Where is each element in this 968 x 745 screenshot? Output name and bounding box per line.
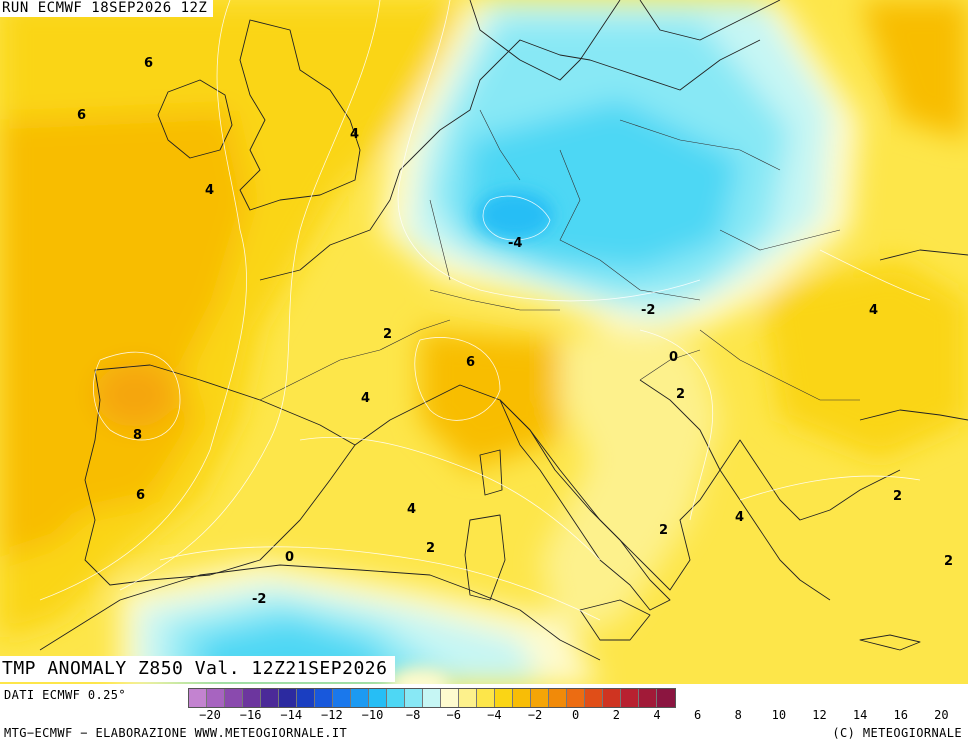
credit-right-label: (C) METEOGIORNALE: [832, 726, 962, 740]
legend-swatch: [639, 689, 657, 707]
legend-tick-label: −4: [487, 708, 502, 722]
legend-swatch: [621, 689, 639, 707]
legend-swatch: [477, 689, 495, 707]
contour-label: -2: [252, 592, 266, 607]
contour-label: 0: [285, 550, 294, 565]
coastlines: [39, 0, 968, 661]
contour-label: 8: [133, 428, 142, 443]
legend-swatch: [585, 689, 603, 707]
legend-tick-label: 12: [812, 708, 827, 722]
contour-label: 2: [659, 523, 668, 538]
legend-swatch: [261, 689, 279, 707]
contour-label: 4: [350, 127, 359, 142]
legend-tick-label: 0: [572, 708, 580, 722]
field-title: TMP ANOMALY Z850 Val. 12Z21SEP2026: [0, 656, 396, 682]
legend-swatch: [225, 689, 243, 707]
contour-label: 2: [426, 541, 435, 556]
legend-swatch: [495, 689, 513, 707]
legend-swatch: [531, 689, 549, 707]
legend-swatch: [243, 689, 261, 707]
isotherms: [39, 0, 931, 621]
contour-label: 2: [383, 327, 392, 342]
legend-tick-label: 16: [893, 708, 908, 722]
contour-label: 0: [669, 350, 678, 365]
legend-tick-label: 2: [612, 708, 620, 722]
legend-tick-label: 10: [771, 708, 787, 722]
legend-swatch: [549, 689, 567, 707]
legend-tick-label: 14: [852, 708, 868, 722]
data-source-label: DATI ECMWF 0.25°: [4, 688, 126, 702]
legend-swatch: [351, 689, 369, 707]
legend-tick-label: −8: [405, 708, 421, 722]
legend-swatch: [567, 689, 585, 707]
contour-label: 6: [136, 488, 145, 503]
legend-swatch: [513, 689, 531, 707]
contour-label: 4: [869, 303, 878, 318]
legend-tick-label: −16: [239, 708, 262, 722]
contour-label: 2: [893, 489, 902, 504]
legend-swatch: [207, 689, 225, 707]
color-legend: [188, 688, 676, 708]
contour-label: 4: [205, 183, 214, 198]
contour-labels: 6 6 4 4 -4 -2 2 4 6 0 2 4 8 6 4 2 2 0 -2…: [77, 56, 953, 607]
legend-swatch: [315, 689, 333, 707]
legend-tick-label: −10: [361, 708, 384, 722]
legend-tick-label: −20: [199, 708, 221, 722]
legend-tick-label: −14: [280, 708, 303, 722]
legend-swatch: [189, 689, 207, 707]
contour-label: 6: [77, 108, 86, 123]
temperature-anomaly-map: 6 6 4 4 -4 -2 2 4 6 0 2 4 8 6 4 2 2 0 -2…: [0, 0, 968, 684]
legend-tick-label: 8: [734, 708, 742, 722]
legend-swatch: [657, 689, 675, 707]
anomaly-field: [0, 0, 968, 684]
contour-label: 4: [407, 502, 416, 517]
map-canvas: 6 6 4 4 -4 -2 2 4 6 0 2 4 8 6 4 2 2 0 -2…: [0, 0, 968, 684]
legend-swatch: [297, 689, 315, 707]
contour-label: 2: [944, 554, 953, 569]
contour-label: 2: [676, 387, 685, 402]
contour-label: 6: [144, 56, 153, 71]
legend-swatch: [279, 689, 297, 707]
contour-label: 6: [466, 355, 475, 370]
legend-swatch: [441, 689, 459, 707]
legend-swatch: [369, 689, 387, 707]
legend-tick-label: 20: [934, 708, 949, 722]
country-borders: [259, 109, 860, 401]
legend-swatch: [333, 689, 351, 707]
legend-swatch: [459, 689, 477, 707]
legend-tick-label: 4: [653, 708, 661, 722]
credit-left-label: MTG−ECMWF − ELABORAZIONE WWW.METEOGIORNA…: [4, 726, 348, 740]
legend-swatch: [423, 689, 441, 707]
contour-label: 4: [361, 391, 370, 406]
contour-label: -2: [641, 303, 655, 318]
run-title: RUN ECMWF 18SEP2026 12Z: [0, 0, 214, 17]
legend-tick-label: −6: [446, 708, 462, 722]
legend-swatch: [387, 689, 405, 707]
legend-swatch: [603, 689, 621, 707]
legend-tick-label: 6: [693, 708, 702, 722]
contour-label: -4: [508, 236, 522, 251]
contour-label: 4: [735, 510, 744, 525]
legend-tick-label: −12: [321, 708, 343, 722]
legend-tick-label: −2: [527, 708, 543, 722]
legend-swatch: [405, 689, 423, 707]
